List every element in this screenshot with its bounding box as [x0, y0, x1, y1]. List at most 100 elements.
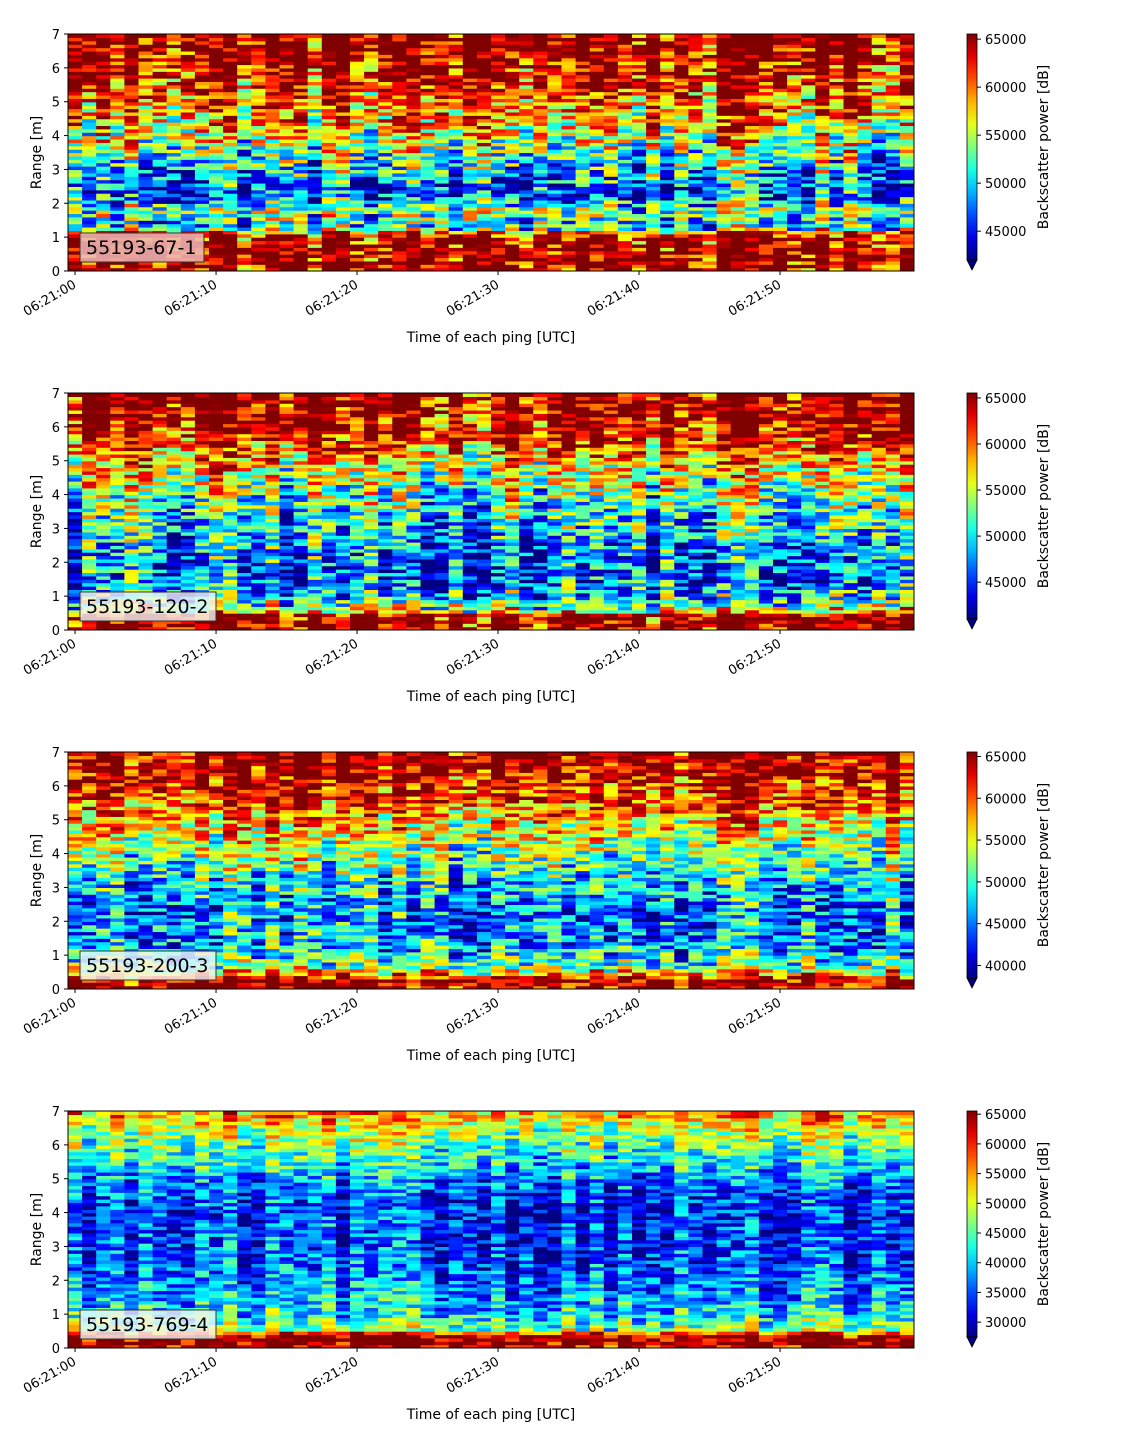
heatmap-cell	[180, 413, 196, 418]
heatmap-cell	[110, 623, 125, 628]
heatmap-cell	[124, 176, 140, 181]
heatmap-cell	[646, 159, 661, 164]
heatmap-cell	[758, 155, 774, 160]
heatmap-cell	[476, 37, 492, 42]
heatmap-cell	[364, 118, 379, 123]
heatmap-cell	[180, 84, 196, 89]
heatmap-cell	[547, 57, 563, 62]
heatmap-cell	[603, 155, 619, 160]
heatmap-cell	[68, 484, 83, 489]
heatmap-cell	[180, 44, 196, 49]
heatmap-cell	[491, 135, 506, 140]
heatmap-cell	[462, 243, 478, 248]
heatmap-cell	[476, 122, 492, 127]
heatmap-cell	[575, 71, 591, 76]
heatmap-cell	[110, 494, 125, 499]
heatmap-cell	[617, 84, 633, 89]
heatmap-cell	[617, 260, 633, 265]
heatmap-cell	[138, 569, 154, 574]
heatmap-cell	[392, 172, 407, 177]
heatmap-cell	[180, 623, 196, 628]
heatmap-cell	[702, 152, 718, 157]
heatmap-cell	[279, 78, 295, 82]
heatmap-cell	[180, 230, 196, 235]
heatmap-cell	[194, 166, 210, 171]
heatmap-cell	[152, 264, 168, 269]
heatmap-cell	[82, 115, 97, 120]
heatmap-cell	[434, 196, 450, 201]
heatmap-cell	[293, 122, 309, 127]
heatmap-cell	[815, 94, 830, 99]
heatmap-cell	[491, 128, 506, 133]
heatmap-cell	[321, 81, 337, 86]
heatmap-cell	[194, 128, 210, 133]
heatmap-cell	[533, 176, 548, 181]
heatmap-cell	[194, 199, 210, 204]
heatmap-cell	[68, 128, 83, 133]
heatmap-cell	[237, 74, 252, 79]
heatmap-cell	[843, 78, 859, 82]
heatmap-cell	[744, 199, 760, 204]
heatmap-cell	[674, 193, 689, 198]
heatmap-cell	[350, 40, 365, 45]
heatmap-cell	[448, 169, 464, 174]
heatmap-cell	[124, 558, 140, 563]
heatmap-cell	[519, 182, 534, 187]
heatmap-cell	[899, 88, 914, 93]
heatmap-cell	[307, 61, 323, 66]
heatmap-cell	[603, 220, 619, 225]
heatmap-cell	[843, 88, 859, 93]
heatmap-cell	[843, 135, 859, 140]
heatmap-cell	[773, 128, 788, 133]
heatmap-cell	[519, 74, 534, 79]
heatmap-cell	[871, 71, 887, 76]
heatmap-cell	[138, 216, 154, 221]
heatmap-cell	[138, 111, 154, 116]
heatmap-cell	[335, 159, 351, 164]
heatmap-cell	[575, 101, 591, 106]
heatmap-cell	[533, 88, 548, 93]
heatmap-cell	[688, 206, 704, 211]
heatmap-cell	[462, 44, 478, 49]
heatmap-cell	[265, 206, 281, 211]
heatmap-cell	[68, 504, 83, 509]
heatmap-cell	[166, 453, 182, 458]
heatmap-cell	[773, 98, 788, 103]
heatmap-cell	[124, 531, 140, 536]
heatmap-cell	[632, 54, 647, 59]
heatmap-cell	[265, 84, 281, 89]
heatmap-cell	[321, 179, 337, 184]
heatmap-cell	[166, 511, 182, 516]
heatmap-cell	[350, 50, 365, 55]
heatmap-cell	[96, 528, 111, 533]
heatmap-cell	[166, 467, 182, 472]
heatmap-cell	[857, 61, 873, 66]
heatmap-cell	[575, 128, 591, 133]
heatmap-cell	[899, 145, 914, 150]
heatmap-cell	[617, 199, 633, 204]
heatmap-cell	[180, 447, 196, 452]
heatmap-cell	[420, 159, 436, 164]
heatmap-cell	[575, 44, 591, 49]
heatmap-cell	[321, 264, 337, 269]
heatmap-cell	[378, 145, 393, 150]
heatmap-cell	[166, 71, 182, 76]
heatmap-cell	[674, 138, 689, 143]
heatmap-cell	[237, 172, 252, 177]
heatmap-cell	[575, 230, 591, 235]
heatmap-cell	[533, 257, 548, 262]
heatmap-cell	[82, 166, 97, 171]
heatmap-cell	[350, 206, 365, 211]
heatmap-cell	[617, 182, 633, 187]
heatmap-cell	[603, 132, 619, 137]
heatmap-cell	[392, 50, 407, 55]
heatmap-cell	[843, 125, 859, 130]
heatmap-cell	[110, 487, 125, 492]
heatmap-cell	[124, 132, 140, 137]
heatmap-cell	[899, 243, 914, 248]
heatmap-cell	[152, 216, 168, 221]
heatmap-cell	[251, 216, 266, 221]
heatmap-cell	[505, 64, 520, 69]
heatmap-cell	[491, 210, 506, 215]
heatmap-cell	[533, 189, 548, 194]
